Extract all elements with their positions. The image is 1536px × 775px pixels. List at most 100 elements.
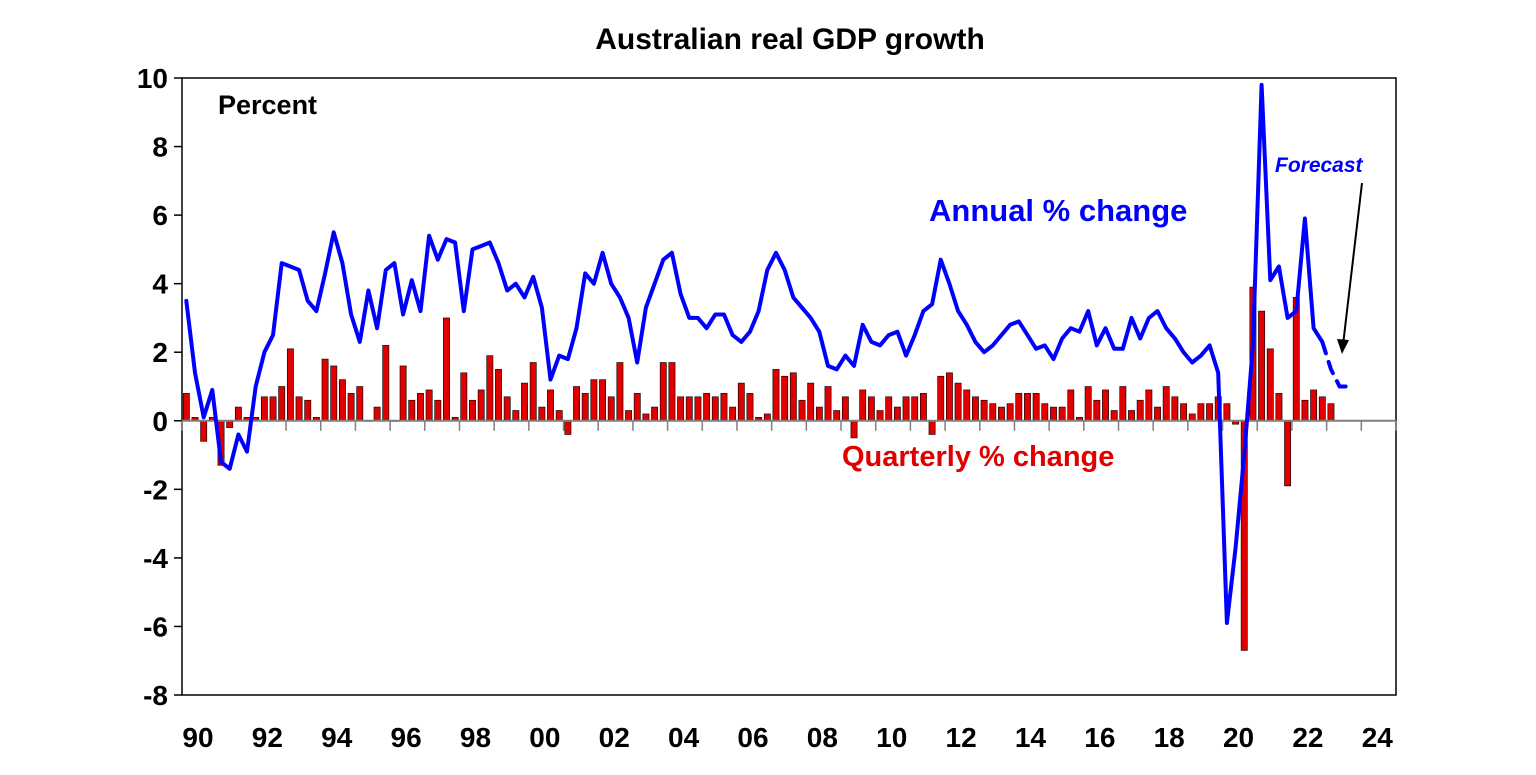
quarterly-bar (1327, 403, 1335, 422)
y-axis: 10 8 6 4 2 0 -2 -4 -6 -8 (137, 63, 182, 711)
quarterly-bar (555, 410, 563, 422)
quarterly-bar (1301, 399, 1309, 422)
quarterly-bar (677, 396, 685, 422)
quarterly-bar (746, 393, 754, 422)
quarterly-bar (668, 362, 676, 422)
quarterly-bar (382, 345, 390, 422)
quarterly-bar (1006, 403, 1014, 422)
y-tick-label: -4 (143, 543, 168, 574)
quarterly-bar (989, 403, 997, 422)
y-tick-label: 6 (152, 200, 168, 231)
x-tick-label: 90 (182, 722, 213, 753)
quarterly-bar (1128, 410, 1135, 422)
quarterly-bar (304, 399, 312, 422)
annual-lines (184, 82, 1351, 625)
quarterly-bar (399, 365, 407, 422)
quarterly-bar (521, 382, 528, 422)
x-tick-label: 96 (391, 722, 422, 753)
quarterly-bar (1292, 297, 1300, 422)
y-tick-label: 10 (137, 63, 168, 94)
x-tick-label: 12 (946, 722, 977, 753)
quarterly-bar (286, 348, 294, 422)
quarterly-bar (945, 372, 953, 422)
quarterly-bar (651, 406, 659, 422)
quarterly-bar (685, 396, 693, 422)
quarterly-bar (633, 393, 641, 422)
quarterly-bar (434, 399, 442, 422)
quarterly-bar (1093, 399, 1101, 422)
quarterly-bar (1145, 389, 1153, 422)
quarterly-bar (694, 396, 702, 422)
annual-change-line (184, 82, 1325, 625)
quarterly-bar (711, 396, 719, 422)
quarterly-bar (642, 413, 650, 422)
quarterly-bar (1084, 386, 1092, 422)
quarterly-bar (833, 410, 841, 422)
quarterly-bar (859, 389, 867, 422)
quarterly-bar (234, 406, 242, 422)
x-axis: 90 92 94 96 98 00 02 04 06 08 10 12 14 16 18 20 22 24 (181, 420, 1397, 753)
y-tick-label: -8 (143, 680, 168, 711)
quarterly-bar (1275, 393, 1283, 422)
quarterly-bar (425, 389, 433, 422)
quarterly-bar (1041, 403, 1049, 422)
quarterly-bar (512, 410, 520, 422)
quarterly-bar (1318, 396, 1326, 422)
forecast-arrow-head (1337, 339, 1349, 354)
y-tick-label: 0 (152, 406, 168, 437)
x-tick-label: 10 (876, 722, 907, 753)
quarterly-bar (963, 389, 971, 422)
quarterly-bar (503, 396, 511, 422)
y-tick-label: 2 (152, 337, 168, 368)
quarterly-bar (980, 399, 988, 422)
x-tick-label: 04 (668, 722, 700, 753)
x-tick-label: 00 (529, 722, 560, 753)
quarterly-bar (295, 396, 303, 422)
quarterly-bar (1206, 403, 1213, 422)
quarterly-bar (495, 369, 502, 422)
quarterly-bar (460, 372, 468, 422)
quarterly-bar (902, 396, 910, 422)
quarterly-bar (443, 317, 450, 422)
x-tick-label: 08 (807, 722, 838, 753)
x-tick-label: 22 (1292, 722, 1323, 753)
quarterly-bar (373, 406, 381, 422)
quarterly-bar (798, 399, 806, 422)
quarterly-bar (1032, 393, 1040, 422)
x-tick-label: 98 (460, 722, 491, 753)
quarterly-bar (850, 420, 858, 439)
quarterly-bar (1171, 396, 1179, 422)
quarterly-bar (772, 369, 780, 422)
quarterly-bar (885, 396, 893, 422)
quarterly-bar (703, 393, 711, 422)
quarterly-bar (1258, 310, 1266, 422)
quarterly-bar (599, 379, 606, 422)
quarterly-bar (1102, 389, 1109, 422)
quarterly-bar (928, 420, 936, 435)
quarterly-bar (1180, 403, 1187, 422)
quarterly-bar (1024, 393, 1031, 422)
quarterly-bar (1136, 399, 1144, 422)
quarterly-bar (321, 358, 329, 422)
quarterly-bar (616, 362, 624, 422)
quarterly-bar (347, 393, 355, 422)
quarterly-bar (893, 406, 901, 422)
x-tick-label: 14 (1015, 722, 1047, 753)
quarterly-bar (807, 382, 815, 422)
quarterly-bar (182, 393, 190, 422)
quarterly-bar (1067, 389, 1075, 422)
quarterly-bar (278, 386, 286, 422)
quarterly-bar (919, 393, 927, 422)
quarterly-bar (1015, 393, 1023, 422)
forecast-label: Forecast (1275, 154, 1364, 177)
quarterly-bar (867, 396, 875, 422)
y-tick-label: 4 (152, 269, 168, 300)
quarterly-bar (330, 365, 338, 422)
x-tick-label: 24 (1362, 722, 1394, 753)
y-tick-label: -6 (143, 611, 168, 642)
x-tick-label: 06 (737, 722, 768, 753)
quarterly-bar (998, 406, 1005, 422)
quarterly-bar (1058, 406, 1066, 422)
quarterly-bar (590, 379, 598, 422)
quarterly-bar (1162, 386, 1170, 422)
